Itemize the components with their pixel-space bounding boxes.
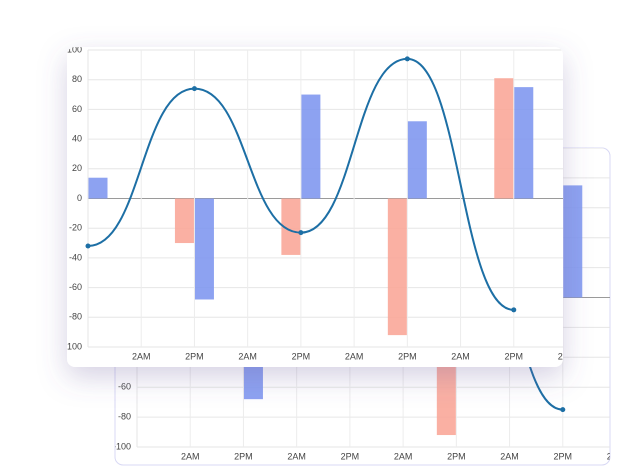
x-tick-label: 2AM: [287, 451, 306, 461]
x-tick-label: 2AM: [500, 451, 519, 461]
line: [87, 57, 514, 311]
bar: [387, 198, 407, 336]
y-tick-label: -60: [69, 282, 82, 292]
x-tick-label: 2AM: [394, 451, 413, 461]
x-tick-label: 2PM: [341, 451, 360, 461]
x-tick-label: 2AM: [607, 451, 626, 461]
x-tick-label: 2AM: [132, 351, 151, 361]
point: [511, 307, 517, 313]
x-tick-label: 2PM: [185, 351, 204, 361]
bar: [88, 177, 108, 199]
bar: [281, 198, 301, 255]
x-tick-label: 2PM: [554, 451, 573, 461]
x-tick-label: 2AM: [181, 451, 200, 461]
y-tick-label: -20: [69, 223, 82, 233]
x-tick-label: 2PM: [292, 351, 311, 361]
y-tick-label: 20: [72, 163, 82, 173]
x-tick-label: 2AM: [558, 351, 577, 361]
y-tick-label: 0: [77, 193, 82, 203]
x-tick-label: 2PM: [505, 351, 524, 361]
point: [298, 230, 304, 236]
bar: [301, 94, 321, 199]
point: [404, 56, 410, 62]
bar: [194, 198, 214, 300]
point: [85, 243, 91, 249]
x-tick-label: 2AM: [238, 351, 257, 361]
y-tick-label: -100: [113, 441, 131, 451]
x-tick-label: 2AM: [451, 351, 470, 361]
front-chart: -100 -80 -60 -40 -20 0 20 40 60 80 100 2AM 2PM 2AM 2PM…: [64, 44, 577, 361]
bar: [494, 78, 514, 199]
bar: [563, 185, 583, 298]
y-tick-label: -40: [69, 252, 82, 262]
y-tick-label: -80: [69, 312, 82, 322]
front-card: [67, 47, 563, 367]
y-tick-label: 40: [72, 133, 82, 143]
y-tick-label: 60: [72, 104, 82, 114]
y-tick-label: -80: [118, 411, 131, 421]
point: [560, 407, 566, 413]
x-tick-label: 2PM: [234, 451, 253, 461]
y-tick-label: 100: [67, 44, 82, 54]
bar: [407, 121, 427, 199]
x-tick-label: 2PM: [398, 351, 417, 361]
y-tick-label: -60: [118, 382, 131, 392]
y-tick-label: -100: [64, 341, 82, 351]
point: [191, 86, 197, 92]
x-tick-label: 2PM: [447, 451, 466, 461]
y-tick-label: 80: [72, 74, 82, 84]
bar: [514, 87, 534, 199]
x-tick-label: 2AM: [345, 351, 364, 361]
bar: [174, 198, 194, 244]
